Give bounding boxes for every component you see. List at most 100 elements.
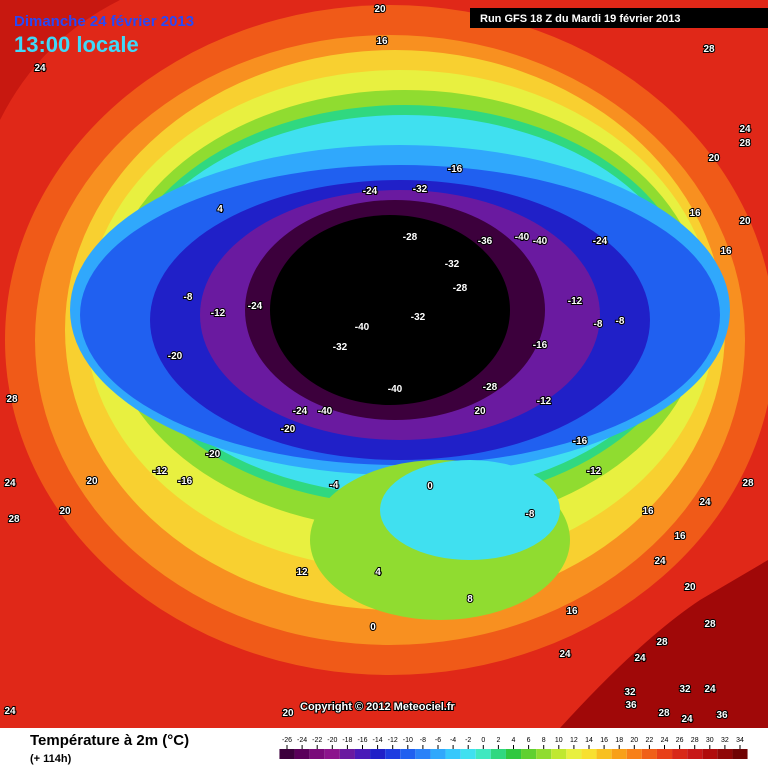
time-title: 13:00 locale bbox=[14, 32, 139, 57]
colorbar-swatch bbox=[536, 749, 552, 759]
colorbar-tick-label: -22 bbox=[312, 737, 322, 744]
lead-time: (+ 114h) bbox=[30, 753, 72, 765]
colorbar-tick-label: -8 bbox=[420, 737, 426, 744]
map-label: 16 bbox=[720, 246, 732, 257]
colorbar-tick-label: -26 bbox=[282, 737, 292, 744]
map-label: -16 bbox=[448, 164, 463, 175]
map-label: 24 bbox=[654, 556, 666, 567]
map-label: -28 bbox=[483, 382, 498, 393]
colorbar-tick-label: 26 bbox=[676, 737, 684, 744]
map-label: 24 bbox=[681, 714, 693, 725]
colorbar-tick-label: 16 bbox=[600, 737, 608, 744]
map-label: 28 bbox=[6, 394, 18, 405]
map-label: -12 bbox=[537, 396, 552, 407]
map-label: 20 bbox=[474, 406, 486, 417]
map-label: -8 bbox=[616, 316, 625, 327]
colorbar-swatch bbox=[717, 749, 733, 759]
colorbar-swatch bbox=[551, 749, 567, 759]
footer bbox=[0, 728, 768, 768]
map-label: 24 bbox=[739, 124, 751, 135]
colorbar-swatch bbox=[415, 749, 431, 759]
colorbar-tick-label: 2 bbox=[496, 737, 500, 744]
colorbar-tick-label: -10 bbox=[403, 737, 413, 744]
colorbar-swatch bbox=[460, 749, 476, 759]
colorbar-swatch bbox=[505, 749, 522, 759]
map-label: -12 bbox=[153, 466, 168, 477]
colorbar-swatch bbox=[521, 749, 537, 759]
map-label: 20 bbox=[684, 582, 696, 593]
colorbar-swatch bbox=[339, 749, 355, 759]
colorbar-swatch bbox=[279, 749, 295, 759]
map-label: 4 bbox=[217, 204, 223, 215]
map-label: -40 bbox=[318, 406, 333, 417]
colorbar-swatch bbox=[611, 749, 627, 759]
colorbar-tick-label: -18 bbox=[342, 737, 352, 744]
colorbar-swatch bbox=[445, 749, 461, 759]
map-label: 16 bbox=[674, 531, 686, 542]
copyright: Copyright © 2012 Meteociel.fr bbox=[300, 701, 456, 713]
colorbar-tick-label: -20 bbox=[327, 737, 337, 744]
map-label: 16 bbox=[689, 208, 701, 219]
colorbar-swatch bbox=[490, 749, 506, 759]
map-label: 28 bbox=[704, 619, 716, 630]
map-label: -20 bbox=[206, 449, 221, 460]
colorbar-swatch bbox=[385, 749, 401, 759]
colorbar-swatch bbox=[596, 749, 612, 759]
colorbar-tick-label: -12 bbox=[388, 737, 398, 744]
colorbar-swatch bbox=[430, 749, 446, 759]
temperature-field bbox=[0, 0, 768, 728]
map-label: 28 bbox=[656, 637, 668, 648]
map-label: 20 bbox=[708, 153, 720, 164]
map-label: 24 bbox=[4, 478, 16, 489]
map-label: 0 bbox=[370, 622, 376, 633]
colorbar-tick-label: -24 bbox=[297, 737, 307, 744]
map-label: 16 bbox=[376, 36, 388, 47]
colorbar-swatch bbox=[566, 749, 582, 759]
map-label: 32 bbox=[679, 684, 691, 695]
colorbar-tick-label: 0 bbox=[481, 737, 485, 744]
colorbar-tick-label: 10 bbox=[555, 737, 563, 744]
colorbar: -26 -24 -22 -20 -18 -16 -14 -12 -10 -8 -6 -4 -2 0 2 4 6 8… bbox=[279, 737, 748, 759]
map-label: 12 bbox=[296, 567, 308, 578]
colorbar-swatch bbox=[294, 749, 310, 759]
colorbar-swatch bbox=[732, 749, 748, 759]
colorbar-swatch bbox=[656, 749, 673, 759]
map-label: 20 bbox=[59, 506, 71, 517]
map-label: 28 bbox=[703, 44, 715, 55]
colorbar-tick-label: 4 bbox=[512, 737, 516, 744]
colorbar-tick-label: 32 bbox=[721, 737, 729, 744]
colorbar-swatch bbox=[400, 749, 416, 759]
map-label: -20 bbox=[168, 351, 183, 362]
map-label: 16 bbox=[566, 606, 578, 617]
colorbar-tick-label: 34 bbox=[736, 737, 744, 744]
colorbar-tick-label: 22 bbox=[646, 737, 654, 744]
colorbar-swatch bbox=[324, 749, 340, 759]
map-label: -12 bbox=[568, 296, 583, 307]
map-label: -24 bbox=[593, 236, 608, 247]
colorbar-tick-label: 28 bbox=[691, 737, 699, 744]
map-label: -20 bbox=[281, 424, 296, 435]
map-label: -40 bbox=[388, 384, 403, 395]
map-label: 8 bbox=[467, 594, 473, 605]
map-label: -32 bbox=[445, 259, 460, 270]
colorbar-swatch bbox=[626, 749, 642, 759]
map-label: -32 bbox=[413, 184, 428, 195]
map-label: 20 bbox=[86, 476, 98, 487]
map-label: 28 bbox=[739, 138, 751, 149]
colorbar-swatch bbox=[475, 749, 491, 759]
colorbar-swatch bbox=[687, 749, 703, 759]
map-label: 20 bbox=[374, 4, 386, 15]
map-label: -40 bbox=[533, 236, 548, 247]
map-label: 20 bbox=[739, 216, 751, 227]
map-label: 12 bbox=[296, 567, 308, 578]
map-label: 28 bbox=[658, 708, 670, 719]
map-label: 36 bbox=[625, 700, 637, 711]
map-label: 36 bbox=[716, 710, 728, 721]
map-label: 24 bbox=[34, 63, 46, 74]
date-title: Dimanche 24 février 2013 bbox=[14, 13, 194, 30]
map-label: -12 bbox=[211, 308, 226, 319]
map-label: -40 bbox=[515, 232, 530, 243]
colorbar-tick-label: 8 bbox=[542, 737, 546, 744]
colorbar-tick-label: -16 bbox=[357, 737, 367, 744]
